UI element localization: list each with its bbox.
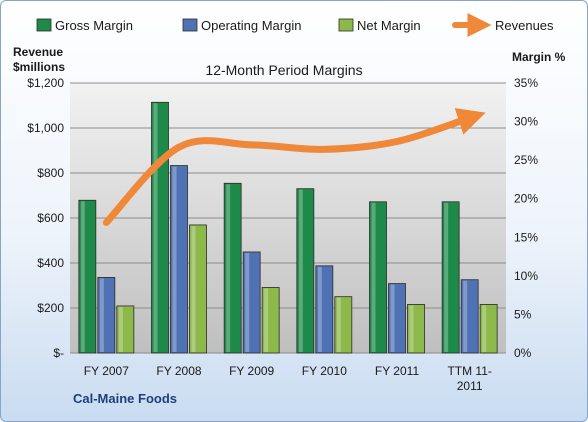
bar-operating-margin (460, 279, 479, 354)
line-revenues (102, 108, 486, 226)
left-tick-label: $800 (37, 166, 64, 180)
bar-operating-margin (170, 165, 188, 354)
left-tick-label: $200 (37, 301, 64, 315)
right-tick-label: 25% (514, 153, 538, 167)
company-name: Cal-Maine Foods (73, 391, 177, 406)
bar-highlight (264, 288, 269, 352)
left-tick-label: $400 (37, 256, 64, 270)
bar-net-margin (261, 287, 280, 354)
chart-title: 12-Month Period Margins (205, 62, 362, 78)
bar-highlight (80, 201, 85, 352)
bar-operating-margin (97, 276, 116, 354)
left-tick-label: $1,000 (27, 121, 64, 135)
bar-net-margin (334, 296, 353, 354)
bar-gross-margin (223, 182, 242, 354)
x-axis-ticks: FY 2007 FY 2008 FY 2009 FY 2010 FY 2011 TTM 1… (84, 364, 492, 393)
right-tick-label: 20% (514, 192, 538, 206)
bar-highlight (371, 202, 376, 352)
right-tick-label: 30% (514, 115, 538, 129)
left-tick-label: $600 (37, 211, 64, 225)
bar-highlight (409, 305, 414, 352)
right-tick-label: 15% (514, 230, 538, 244)
bar-highlight (298, 189, 303, 352)
bar-net-margin (479, 303, 498, 354)
x-tick-label: FY 2011 (375, 364, 420, 378)
right-tick-label: 0% (514, 346, 532, 360)
bar-highlight (118, 306, 123, 352)
bar-highlight (390, 284, 395, 352)
left-tick-label: $1,200 (27, 76, 64, 90)
bar-gross-margin (296, 188, 315, 354)
bar-net-margin (189, 224, 207, 354)
x-tick-label: FY 2008 (156, 364, 201, 378)
legend-label-revenues: Revenues (495, 18, 554, 33)
bar-operating-margin (388, 283, 406, 354)
bar-highlight (317, 266, 322, 352)
legend-swatch-net-margin (338, 18, 354, 32)
bar-highlight (172, 166, 177, 352)
bar-net-margin (407, 303, 425, 354)
legend-label-net-margin: Net Margin (357, 18, 421, 33)
bar-highlight (482, 305, 487, 352)
x-tick-label: 2011 (457, 379, 483, 393)
right-tick-label: 35% (514, 76, 538, 90)
bar-gross-margin (78, 199, 97, 354)
bar-highlight (336, 297, 341, 352)
left-axis-ticks: $- $200 $400 $600 $800 $1,000 $1,200 (27, 76, 64, 360)
bar-operating-margin (242, 251, 261, 354)
legend-label-operating-margin: Operating Margin (201, 18, 301, 33)
bar-highlight (191, 225, 196, 352)
bar-highlight (226, 184, 231, 352)
right-axis-title: Margin % (512, 50, 566, 64)
bar-highlight (245, 252, 250, 352)
right-axis-ticks: 0% 5% 10% 15% 20% 25% 30% 35% (514, 76, 538, 360)
bar-highlight (153, 103, 158, 353)
right-tick-label: 10% (514, 269, 538, 283)
bar-highlight (463, 280, 468, 352)
bars (78, 101, 498, 354)
legend-swatch-operating-margin (182, 18, 198, 32)
left-axis-title-line: $millions (13, 60, 65, 74)
bar-gross-margin (441, 201, 460, 354)
left-axis-title-line: Revenue (13, 45, 63, 59)
x-tick-label: FY 2010 (302, 364, 347, 378)
bar-net-margin (116, 305, 135, 354)
right-tick-label: 5% (514, 307, 532, 321)
bar-highlight (444, 202, 449, 352)
bar-highlight (99, 278, 104, 352)
revenue-line-layer (102, 108, 486, 226)
left-tick-label: $- (53, 346, 64, 360)
bar-operating-margin (315, 265, 334, 354)
bar-gross-margin (369, 201, 387, 354)
legend-swatch-gross-margin (36, 18, 52, 32)
left-axis-title: Revenue$millions (13, 45, 65, 74)
x-tick-label: FY 2009 (229, 364, 274, 378)
x-tick-label: FY 2007 (84, 364, 129, 378)
legend-label-gross-margin: Gross Margin (55, 18, 133, 33)
legend: Gross Margin Operating Margin Net Margin Re… (36, 13, 554, 37)
x-tick-label: TTM 11- (447, 364, 491, 378)
